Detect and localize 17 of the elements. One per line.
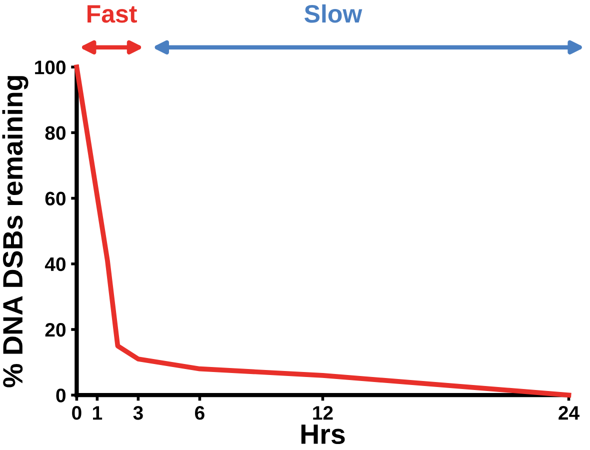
- x-tick-label: 12: [313, 406, 333, 420]
- x-tick-label: 3: [133, 406, 143, 420]
- x-tick-label: 6: [195, 406, 204, 420]
- y-tick-label: 100: [35, 60, 66, 74]
- y-tick-label: 40: [44, 257, 66, 272]
- x-tick-label: 0: [72, 406, 82, 420]
- y-tick-label: 20: [45, 322, 66, 337]
- y-tick-label: 80: [45, 126, 66, 140]
- text: Slow: [304, 4, 362, 23]
- y-tick-label: 0: [56, 388, 66, 402]
- y-axis-title: % DNA DSBs remaining: [2, 76, 28, 388]
- x-axis-title: Hrs: [301, 424, 345, 444]
- x-tick-label: 24: [558, 406, 580, 420]
- text: Fast: [88, 5, 137, 23]
- x-tick-label: 1: [93, 406, 102, 420]
- y-tick-label: 60: [45, 192, 66, 206]
- line-series: [74, 64, 572, 398]
